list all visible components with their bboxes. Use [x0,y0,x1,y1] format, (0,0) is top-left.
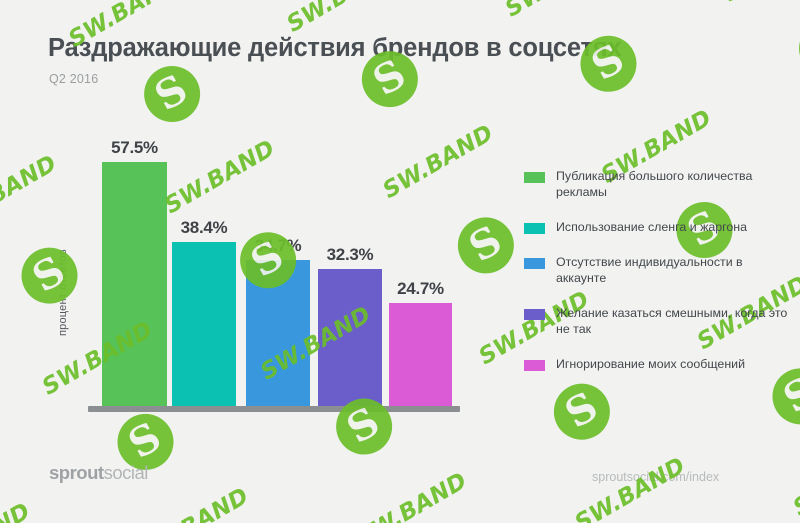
legend-color-swatch [524,172,545,183]
bar-rect[interactable] [318,269,382,406]
watermark-text: SW.BAND [570,452,690,523]
bar-series: 57.5% 38.4% 34.7% 32.3% 24.7% [0,0,500,412]
bar-group: 38.4% [172,218,236,412]
legend-item-label: Использование сленга и жаргона [556,220,748,234]
bar-group: 34.7% [246,236,310,412]
watermark-logo-icon: S [788,10,800,87]
bar-rect[interactable] [172,242,236,406]
watermark-cell: SW.BAND [670,0,800,56]
legend-color-swatch [524,309,545,320]
legend-item[interactable]: Игнорирование моих сообщений [524,356,796,372]
watermark-text: SW.BAND [788,437,800,522]
bar-value-label: 34.7% [254,236,302,255]
legend-item-label: Отсутствие индивидуальности в аккаунте [556,255,743,285]
bar-group: 32.3% [318,245,382,412]
chart-subtitle: Q2 2016 [49,72,99,86]
logo-bold-text: sprout [49,462,104,483]
bar-rect[interactable] [389,303,452,406]
legend-color-swatch [524,360,545,371]
bar-value-label: 57.5% [111,138,158,157]
footer-url: sproutsocial.com/index [592,470,720,484]
bar-rect[interactable] [102,162,167,406]
bar-group: 24.7% [389,279,452,412]
bar-rect[interactable] [246,260,310,406]
watermark-logo-letter: S [557,382,606,438]
watermark-cell: S [718,0,800,139]
watermark-cell: SW.BAND [521,404,739,523]
bar-value-label: 38.4% [180,218,228,237]
x-axis-baseline [88,406,460,412]
plot-area: процент ответов 57.5% 38.4% 34.7% 32.3% 24.7… [0,0,500,412]
chart-legend: Публикация большого количества рекламы Ис… [524,168,796,391]
logo-light-text: social [103,462,149,483]
legend-item[interactable]: Использование сленга и жаргона [524,219,796,235]
legend-color-swatch [524,223,545,234]
legend-color-swatch [524,258,545,269]
bar-value-label: 24.7% [397,279,444,298]
legend-item-label: Публикация большого количества рекламы [556,169,753,199]
watermark-text: SW.BAND [719,0,800,7]
legend-item[interactable]: Желание казаться смешными, когда это не … [524,305,796,337]
watermark-cell: S [569,487,787,523]
bar-value-label: 32.3% [326,245,374,264]
bar-group: 57.5% [102,138,167,412]
legend-item-label: Желание казаться смешными, когда это не … [556,306,788,336]
watermark-text: SW.BAND [501,0,620,22]
legend-item-label: Игнорирование моих сообщений [556,357,745,371]
legend-item[interactable]: Отсутствие индивидуальности в аккаунте [524,254,796,286]
watermark-cell: SW.BAND [739,389,800,523]
sprout-social-logo: sproutsocial [49,462,148,484]
legend-item[interactable]: Публикация большого количества рекламы [524,168,796,200]
